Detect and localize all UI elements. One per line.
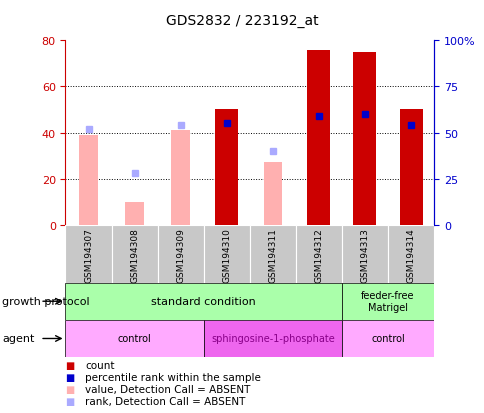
Text: ■: ■ <box>65 384 75 394</box>
Text: GSM194312: GSM194312 <box>314 228 323 282</box>
Bar <box>341 225 387 283</box>
Bar <box>111 225 157 283</box>
Text: GSM194308: GSM194308 <box>130 228 139 283</box>
Bar <box>249 225 295 283</box>
Text: growth protocol: growth protocol <box>2 297 90 306</box>
Bar <box>65 225 111 283</box>
Text: control: control <box>370 334 404 344</box>
Text: agent: agent <box>2 334 35 344</box>
Text: standard condition: standard condition <box>151 297 256 306</box>
Bar <box>203 225 249 283</box>
Text: GSM194311: GSM194311 <box>268 228 277 283</box>
Bar <box>307 50 330 225</box>
Text: GSM194309: GSM194309 <box>176 228 185 283</box>
Text: GSM194307: GSM194307 <box>84 228 93 283</box>
Text: ■: ■ <box>65 396 75 406</box>
Bar <box>65 283 341 320</box>
Bar <box>157 225 203 283</box>
Text: GDS2832 / 223192_at: GDS2832 / 223192_at <box>166 14 318 28</box>
Bar <box>341 320 433 357</box>
Bar <box>125 202 143 225</box>
Bar <box>215 110 238 225</box>
Text: percentile rank within the sample: percentile rank within the sample <box>85 373 260 382</box>
Bar <box>65 320 203 357</box>
Bar <box>341 283 433 320</box>
Bar <box>387 225 433 283</box>
Text: GSM194310: GSM194310 <box>222 228 231 283</box>
Text: sphingosine-1-phosphate: sphingosine-1-phosphate <box>211 334 334 344</box>
Text: ■: ■ <box>65 373 75 382</box>
Text: GSM194314: GSM194314 <box>406 228 415 282</box>
Text: count: count <box>85 361 114 370</box>
Bar <box>263 163 281 225</box>
Text: rank, Detection Call = ABSENT: rank, Detection Call = ABSENT <box>85 396 245 406</box>
Bar <box>203 320 341 357</box>
Bar <box>399 110 422 225</box>
Bar <box>171 131 189 225</box>
Bar <box>79 135 97 225</box>
Text: control: control <box>118 334 151 344</box>
Text: value, Detection Call = ABSENT: value, Detection Call = ABSENT <box>85 384 250 394</box>
Text: GSM194313: GSM194313 <box>360 228 369 283</box>
Bar <box>295 225 341 283</box>
Text: ■: ■ <box>65 361 75 370</box>
Bar <box>353 53 376 225</box>
Text: feeder-free
Matrigel: feeder-free Matrigel <box>361 291 414 312</box>
